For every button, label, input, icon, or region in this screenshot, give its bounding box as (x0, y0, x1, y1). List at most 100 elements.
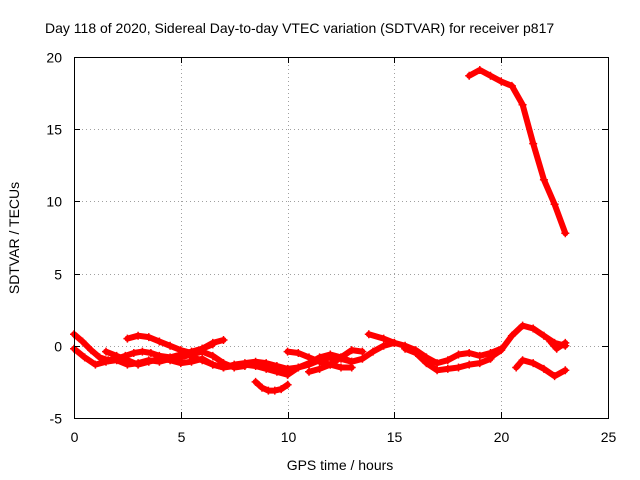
data-point (561, 366, 570, 375)
data-point (411, 349, 420, 357)
y-axis-label: SDTVAR / TECUs (6, 182, 22, 294)
x-tick-label: 15 (387, 429, 403, 445)
data-point (454, 363, 463, 372)
data-point (305, 359, 313, 368)
data-point (539, 331, 548, 340)
x-tick-label: 10 (281, 429, 297, 445)
data-point (230, 360, 239, 369)
data-point (475, 66, 484, 74)
data-point (283, 347, 292, 356)
data-point (546, 337, 555, 346)
series-trace (466, 67, 569, 237)
data-point (176, 346, 185, 355)
x-tick-label: 25 (601, 429, 617, 445)
x-tick-label: 20 (494, 429, 510, 445)
data-point (294, 363, 303, 372)
data-point (529, 139, 538, 148)
data-point (364, 330, 373, 339)
data-point (251, 357, 260, 366)
data-point (198, 356, 207, 365)
data-point (208, 360, 217, 369)
data-point (379, 341, 388, 350)
y-tick-label: 10 (46, 194, 62, 210)
data-point (550, 200, 559, 209)
data-point (465, 360, 474, 369)
data-point (497, 346, 506, 355)
data-point (251, 377, 260, 386)
data-point (123, 356, 132, 365)
data-point (512, 363, 521, 372)
data-point (315, 353, 324, 362)
series-trace (513, 357, 569, 380)
data-point (166, 341, 175, 350)
data-point (465, 349, 474, 357)
data-point (507, 81, 516, 90)
data-point (198, 344, 207, 353)
data-point (433, 359, 442, 368)
data-point (112, 351, 121, 360)
data-point (552, 344, 561, 353)
data-point (294, 349, 303, 357)
data-point (518, 100, 527, 109)
data-point (138, 347, 147, 356)
data-point (123, 334, 132, 343)
data-point (134, 360, 143, 369)
y-tick-label: 15 (46, 122, 62, 138)
series-trace (188, 339, 398, 372)
chart-title: Day 118 of 2020, Sidereal Day-to-day VTE… (45, 20, 554, 36)
data-point (80, 353, 89, 362)
data-point (390, 338, 399, 347)
data-point (422, 359, 431, 368)
data-point (529, 359, 538, 368)
data-point (465, 71, 474, 80)
x-tick-label: 5 (178, 429, 186, 445)
axis-ticks: 0 5 10 15 20 25 -5 0 5 10 15 20 (46, 50, 616, 446)
data-point (347, 357, 356, 366)
data-point (146, 349, 155, 357)
data-point (95, 353, 104, 362)
data-point (91, 360, 100, 369)
grid-lines (74, 57, 608, 418)
x-axis-label: GPS time / hours (287, 457, 394, 473)
data-point (155, 354, 164, 363)
data-point (443, 364, 452, 373)
data-point (539, 364, 548, 373)
data-point (102, 357, 110, 366)
data-point (262, 359, 271, 368)
data-point (144, 357, 153, 366)
data-point (475, 351, 484, 360)
y-tick-label: 0 (54, 339, 62, 355)
data-point (529, 324, 538, 333)
data-point (337, 363, 345, 372)
data-point (315, 364, 324, 373)
data-point (208, 340, 217, 349)
data-point (155, 337, 164, 346)
data-point (443, 356, 452, 365)
data-point (369, 347, 377, 356)
data-point (326, 350, 335, 359)
data-point (379, 334, 388, 343)
data-point (240, 359, 249, 368)
data-point (144, 333, 153, 342)
data-point (326, 360, 335, 369)
data-point (102, 347, 110, 356)
x-tick-label: 0 (71, 429, 79, 445)
data-point (272, 362, 281, 370)
y-tick-label: 5 (54, 267, 62, 283)
data-point (134, 331, 143, 340)
data-point (550, 372, 559, 381)
data-point (277, 385, 286, 394)
data-point (358, 347, 367, 356)
data-point (433, 366, 442, 375)
data-point (166, 356, 175, 365)
data-point (518, 356, 527, 365)
data-point (561, 338, 570, 347)
data-point (270, 386, 279, 395)
data-point (347, 346, 356, 355)
data-point (561, 229, 570, 238)
data-series (70, 66, 570, 395)
data-point (78, 337, 87, 346)
data-point (358, 354, 367, 363)
data-point (305, 367, 313, 376)
